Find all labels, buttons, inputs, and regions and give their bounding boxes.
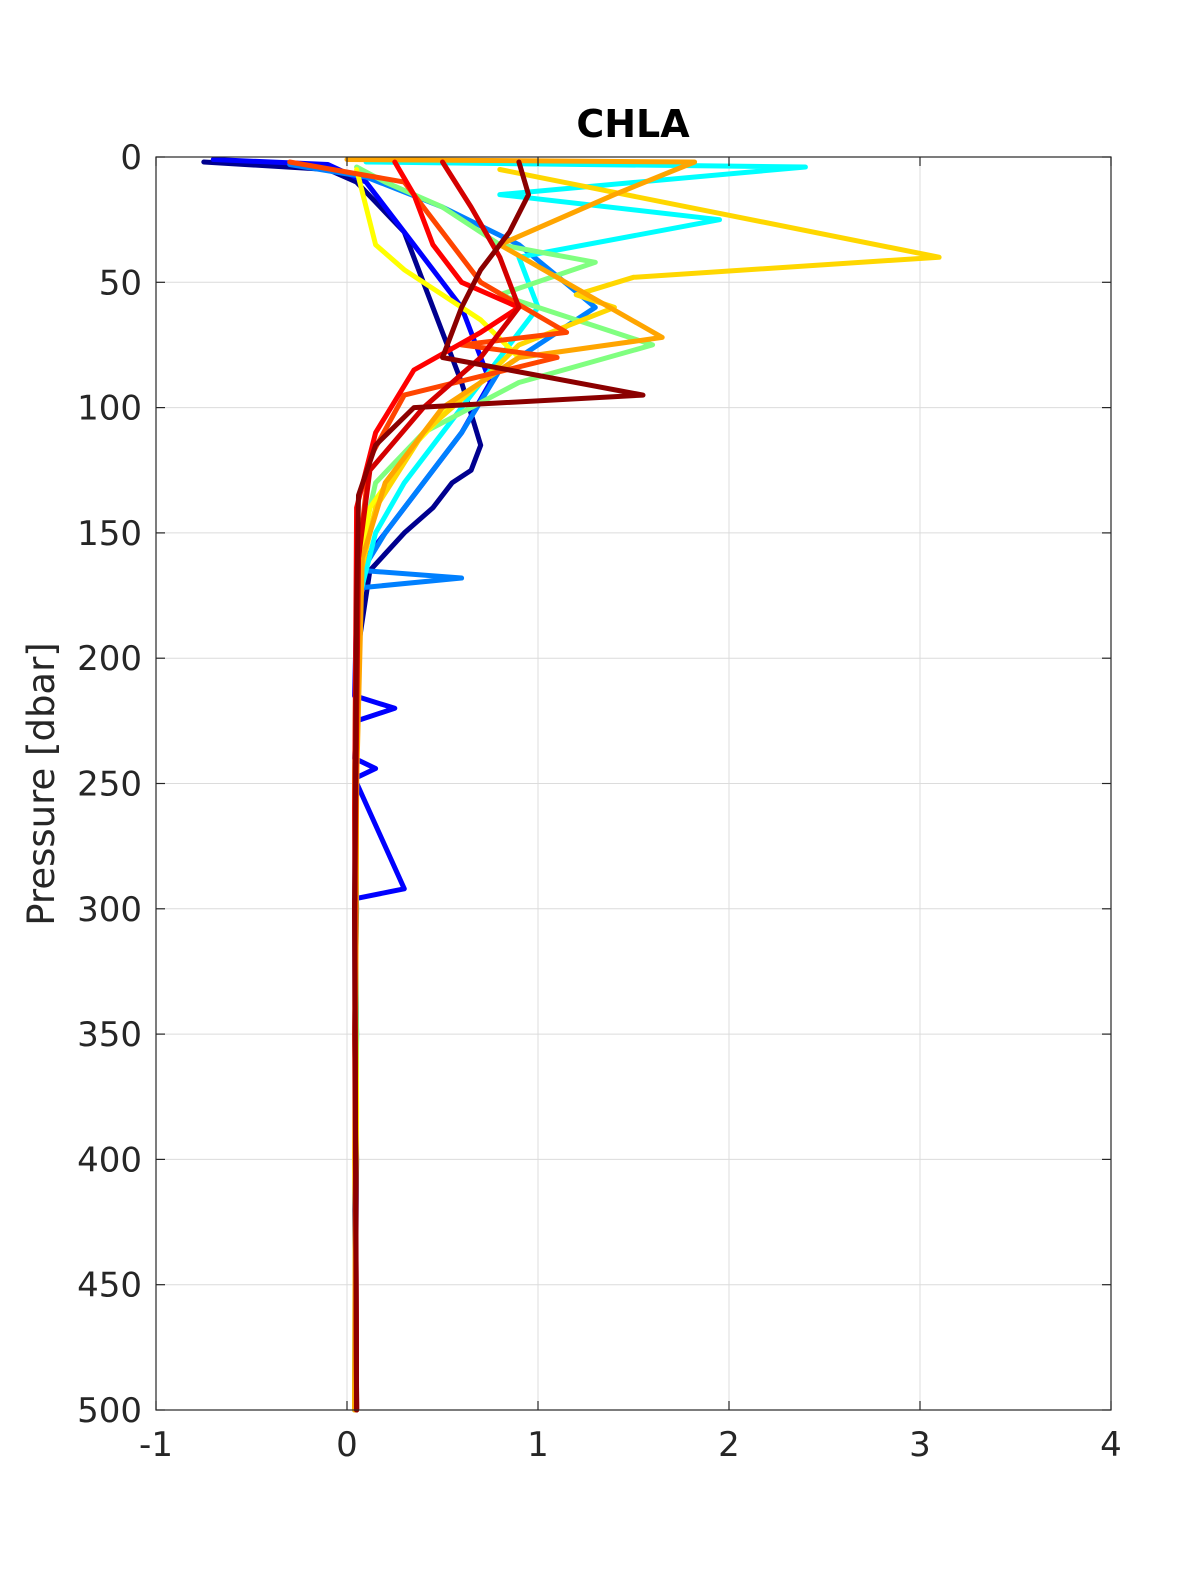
y-tick-label: 250 bbox=[77, 765, 142, 805]
grid-lines bbox=[155, 156, 1112, 1411]
x-tick-label: 1 bbox=[527, 1425, 549, 1465]
profile-line bbox=[201, 159, 484, 1413]
y-axis-label: Pressure [dbar] bbox=[20, 642, 63, 925]
y-tick-label: 200 bbox=[77, 639, 142, 679]
x-tick-label: 3 bbox=[909, 1425, 931, 1465]
axes: -1 0 1 2 3 4 0 50 100 150 200 250 300 350 400 450 500 bbox=[77, 138, 1122, 1465]
y-tick-label: 100 bbox=[77, 389, 142, 429]
profile-line bbox=[287, 159, 570, 1413]
chart-title: CHLA bbox=[576, 102, 690, 146]
y-tick-label: 50 bbox=[99, 263, 142, 303]
profile-lines bbox=[201, 157, 942, 1413]
profile-line bbox=[352, 159, 646, 1413]
y-tick-label: 450 bbox=[77, 1266, 142, 1306]
x-tick-label: 2 bbox=[718, 1425, 740, 1465]
y-tick-label: 500 bbox=[77, 1391, 142, 1431]
x-tick-label: 0 bbox=[336, 1425, 358, 1465]
y-tick-label: 0 bbox=[120, 138, 142, 178]
plot-frame bbox=[155, 156, 1112, 1411]
y-tick-label: 350 bbox=[77, 1015, 142, 1055]
y-tick-label: 300 bbox=[77, 890, 142, 930]
x-tick-label: 4 bbox=[1100, 1425, 1122, 1465]
y-tick-label: 400 bbox=[77, 1140, 142, 1180]
profile-line bbox=[344, 157, 698, 1413]
x-tick-label: -1 bbox=[139, 1425, 173, 1465]
y-tick-label: 150 bbox=[77, 514, 142, 554]
